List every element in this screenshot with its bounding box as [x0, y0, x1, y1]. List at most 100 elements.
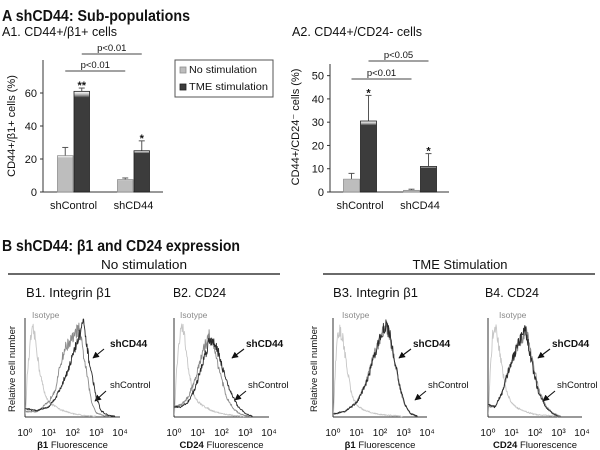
y-tick-label: 40 [25, 121, 37, 133]
y-axis-label: Relative cell number [7, 326, 18, 412]
x-axis-label-marker: β1 [345, 440, 357, 450]
section-a-title: A shCD44: Sub-populations [2, 8, 190, 25]
arrow-shcd44 [537, 348, 551, 359]
chart-b1-plot: 10⁰ 10¹ 10² 10³ 10⁴ β1 Fluorescence Relative c… [7, 310, 151, 450]
significance-star: * [140, 133, 145, 145]
x-tick-label: 10⁴ [112, 428, 127, 439]
series-label-shcd44: shCD44 [110, 339, 148, 350]
arrow-shcd44 [398, 348, 412, 359]
chart-a1: A1. CD44+/β1+ cells CD44+/β1+ cells (%) … [2, 24, 274, 212]
arrow-shcd44 [92, 348, 105, 359]
series-label-shcontrol: shControl [110, 380, 151, 391]
y-tick-label: 20 [25, 154, 37, 166]
x-category-label: shCD44 [114, 200, 154, 212]
arrow-shcd44 [231, 348, 245, 359]
x-tick-label: 10² [373, 428, 388, 439]
y-tick-label: 20 [312, 140, 324, 152]
x-tick-label: 10³ [89, 428, 104, 439]
chart-b2-title: B2. CD24 [173, 285, 226, 300]
p-value-label: p<0.01 [97, 43, 126, 54]
histogram-curve-shcd44 [488, 325, 559, 418]
p-value-label: p<0.01 [81, 60, 110, 71]
x-axis-label-marker: CD24 [493, 440, 518, 450]
y-tick-label: 0 [31, 187, 37, 199]
x-axis-label-suffix: Fluorescence [204, 440, 264, 450]
bar-no-stimulation [343, 178, 360, 193]
chart-a1-legend: No stimulation TME stimulation [174, 59, 274, 98]
bar-tme-stimulation [73, 90, 90, 193]
x-axis-label-marker: β1 [37, 440, 49, 450]
x-tick-label: 10³ [238, 428, 253, 439]
chart-b3-title: B3. Integrin β1 [333, 285, 418, 300]
x-axis-label-suffix: Fluorescence [517, 440, 577, 450]
x-tick-label: 10⁴ [261, 428, 276, 439]
x-tick-label: 10¹ [349, 428, 364, 439]
legend-label-tme-stimulation: TME stimulation [189, 81, 268, 93]
x-tick-label: 10³ [396, 428, 411, 439]
chart-b1: B1. Integrin β1 10⁰ 10¹ 10² 10³ 10⁴ β1 Fluore… [7, 285, 151, 450]
x-tick-label: 10⁰ [325, 428, 340, 439]
bar-tme-stimulation [133, 150, 150, 193]
chart-a2-y-axis-label: CD44+/CD24⁻ cells (%) [290, 69, 302, 186]
x-tick-label: 10² [528, 428, 543, 439]
x-axis-label-marker: CD24 [180, 440, 205, 450]
histogram-curve-shcontrol [488, 325, 562, 417]
y-axis-label: Relative cell number [309, 326, 320, 412]
p-value-label: p<0.05 [384, 50, 413, 61]
x-tick-label: 10⁰ [17, 428, 32, 439]
bar-tme-stimulation [420, 165, 437, 193]
x-tick-label: 10¹ [504, 428, 519, 439]
y-tick-label: 40 [312, 94, 324, 106]
chart-a2: A2. CD44+/CD24- cells CD44+/CD24⁻ cells … [290, 24, 449, 212]
x-tick-label: 10² [214, 428, 229, 439]
chart-a1-title: A1. CD44+/β1+ cells [2, 24, 117, 39]
series-label-shcontrol: shControl [557, 380, 598, 391]
series-label-shcd44: shCD44 [413, 339, 451, 350]
x-axis-label: CD24 Fluorescence [180, 440, 264, 450]
series-label-shcontrol: shControl [428, 380, 469, 391]
x-axis-label-suffix: Fluorescence [48, 440, 108, 450]
p-value-label: p<0.01 [367, 68, 396, 79]
series-label-isotype: Isotype [32, 310, 60, 320]
x-category-label: shControl [50, 200, 97, 212]
significance-star: * [426, 146, 431, 158]
chart-a2-title: A2. CD44+/CD24- cells [292, 24, 422, 39]
y-tick-label: 50 [312, 71, 324, 83]
series-label-isotype: Isotype [180, 310, 208, 320]
group-label-no-stimulation: No stimulation [101, 257, 187, 272]
x-tick-label: 10⁰ [166, 428, 181, 439]
x-tick-label: 10⁴ [574, 428, 589, 439]
series-label-isotype: Isotype [342, 310, 370, 320]
legend-label-no-stimulation: No stimulation [189, 64, 257, 76]
chart-b1-title: B1. Integrin β1 [26, 285, 111, 300]
arrow-shcontrol [414, 390, 427, 401]
x-tick-label: 10⁴ [419, 428, 434, 439]
legend-swatch-tme-stimulation [179, 83, 187, 91]
x-tick-label: 10¹ [191, 428, 206, 439]
histogram-curve-shcd44 [174, 337, 253, 417]
histogram-curve-isotype [25, 323, 97, 418]
histogram-curve-shcd44 [333, 319, 418, 417]
histogram-curve-isotype [333, 324, 404, 418]
x-axis-label: β1 Fluorescence [345, 440, 416, 450]
x-tick-label: 10⁰ [480, 428, 495, 439]
significance-star: ** [77, 80, 86, 92]
x-category-label: shCD44 [400, 200, 440, 212]
bar-no-stimulation [117, 179, 134, 193]
bar-no-stimulation [57, 155, 74, 193]
chart-b4-title: B4. CD24 [485, 285, 539, 300]
significance-star: * [366, 87, 371, 99]
y-tick-label: 0 [318, 187, 324, 199]
group-label-tme-stimulation: TME Stimulation [413, 257, 508, 272]
bar-no-stimulation [403, 189, 420, 193]
histogram-curve-shcd44 [25, 318, 116, 418]
legend-box [174, 59, 274, 98]
series-label-isotype: Isotype [499, 310, 527, 320]
